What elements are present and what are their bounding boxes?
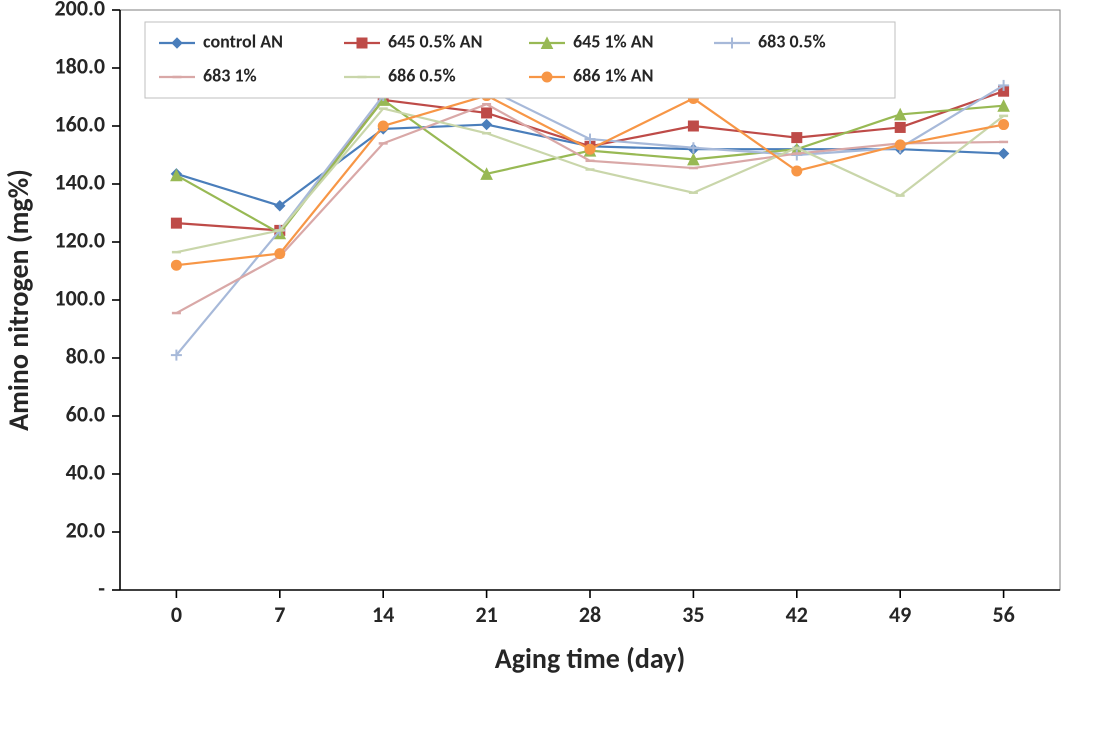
- y-tick-label: -: [98, 574, 105, 601]
- x-tick-label: 28: [579, 601, 601, 628]
- y-tick-label: 160.0: [55, 110, 105, 137]
- legend-label: 645 1% AN: [573, 30, 654, 52]
- x-tick-label: 21: [475, 601, 497, 628]
- y-tick-label: 100.0: [55, 284, 105, 311]
- y-tick-label: 20.0: [66, 516, 105, 543]
- x-tick-label: 56: [992, 601, 1014, 628]
- y-tick-label: 140.0: [55, 168, 105, 195]
- legend-label: control AN: [203, 30, 283, 52]
- legend-label: 686 1% AN: [573, 64, 654, 86]
- y-tick-label: 40.0: [66, 458, 105, 485]
- y-tick-label: 200.0: [55, 0, 105, 21]
- amino-nitrogen-line-chart: - 20.0 40.0 60.0 80.0 100.0 120.0 140.0 160.0 180…: [0, 0, 1099, 730]
- x-tick-label: 35: [682, 601, 704, 628]
- y-tick-label: 180.0: [55, 52, 105, 79]
- legend-label: 683 0.5%: [758, 30, 826, 52]
- legend-label: 683 1%: [203, 64, 257, 86]
- y-tick-label: 80.0: [66, 342, 105, 369]
- y-tick-label: 60.0: [66, 400, 105, 427]
- x-tick-label: 42: [786, 601, 808, 628]
- legend-label: 686 0.5%: [388, 64, 456, 86]
- y-axis-title: Amino nitrogen (mg%): [1, 169, 36, 431]
- y-tick-label: 120.0: [55, 226, 105, 253]
- x-tick-label: 14: [372, 601, 394, 628]
- chart-svg: - 20.0 40.0 60.0 80.0 100.0 120.0 140.0 160.0 180…: [0, 0, 1099, 730]
- x-tick-label: 7: [274, 601, 285, 628]
- x-axis-title: Aging time (day): [495, 641, 685, 676]
- legend-label: 645 0.5% AN: [388, 30, 482, 52]
- x-tick-label: 49: [889, 601, 911, 628]
- x-tick-label: 0: [171, 601, 182, 628]
